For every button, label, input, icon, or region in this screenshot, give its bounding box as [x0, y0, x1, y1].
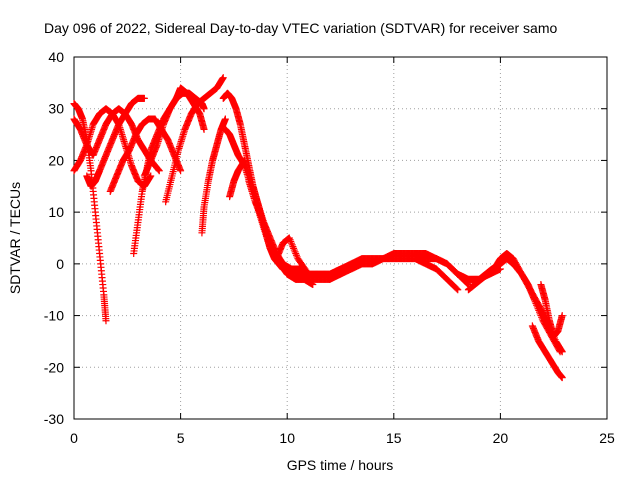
x-ticks: 0 5 10 15 20 25	[70, 57, 615, 446]
data-point	[102, 317, 110, 325]
data-point	[290, 244, 298, 252]
y-tick-label: 40	[48, 49, 64, 65]
data-point	[285, 234, 293, 242]
y-tick-label: 30	[48, 101, 64, 117]
grid	[74, 57, 607, 419]
plot-frame	[73, 56, 608, 420]
series	[70, 100, 110, 325]
x-tick-label: 10	[279, 430, 295, 446]
series	[464, 250, 566, 356]
data-point	[290, 246, 298, 254]
series	[140, 84, 208, 180]
data-point	[289, 243, 297, 251]
data-point	[558, 312, 566, 320]
data-point	[292, 251, 300, 259]
data-point	[177, 167, 185, 175]
data-point	[293, 253, 301, 261]
series	[83, 94, 148, 190]
data-point	[200, 105, 208, 113]
series	[537, 281, 566, 340]
data-point	[558, 348, 566, 356]
y-tick-label: 10	[48, 204, 64, 220]
axes	[73, 56, 608, 420]
data-point	[200, 125, 208, 133]
data-point	[286, 236, 294, 244]
y-ticks: 40 30 20 10 0 -10 -20 -30	[44, 49, 607, 427]
series	[245, 177, 317, 289]
x-tick-label: 15	[386, 430, 402, 446]
data-point	[155, 167, 163, 175]
series	[106, 115, 185, 195]
data-point	[155, 166, 163, 174]
y-axis-label: SDTVAR / TECUs	[7, 182, 23, 294]
y-tick-label: 0	[56, 256, 64, 272]
y-tick-label: 20	[48, 152, 64, 168]
x-tick-label: 0	[70, 430, 78, 446]
data-point	[288, 241, 296, 249]
data-point	[292, 250, 300, 258]
series	[326, 255, 462, 294]
series	[221, 125, 313, 278]
data-point	[291, 248, 299, 256]
y-tick-label: -30	[44, 411, 64, 427]
data-point	[287, 237, 295, 245]
data-point	[219, 74, 227, 82]
data-point	[309, 281, 317, 289]
data-point	[140, 94, 148, 102]
x-tick-label: 20	[493, 430, 509, 446]
series	[162, 74, 227, 206]
series	[528, 322, 566, 382]
data-point	[558, 374, 566, 382]
series	[198, 115, 229, 237]
x-tick-label: 5	[177, 430, 185, 446]
data-point	[154, 165, 162, 173]
chart-title: Day 096 of 2022, Sidereal Day-to-day VTE…	[44, 20, 557, 36]
x-axis-label: GPS time / hours	[287, 457, 394, 473]
y-tick-label: -20	[44, 359, 64, 375]
data-points	[70, 74, 566, 382]
data-point	[454, 286, 462, 294]
data-point	[287, 239, 295, 247]
x-tick-label: 25	[599, 430, 615, 446]
y-tick-label: -10	[44, 308, 64, 324]
data-point	[221, 115, 229, 123]
data-point	[453, 285, 461, 293]
